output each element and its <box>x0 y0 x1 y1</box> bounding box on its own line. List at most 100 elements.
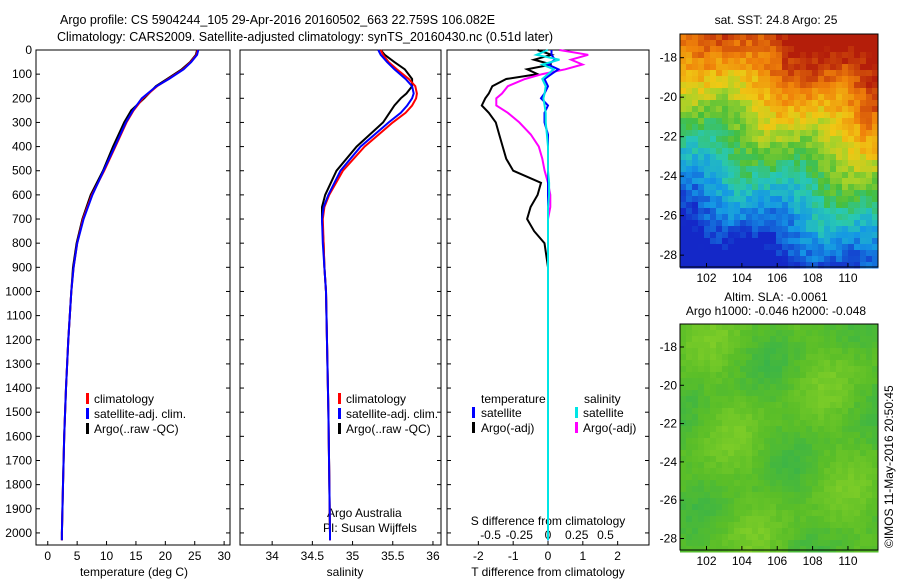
sst-map-cell <box>782 172 789 179</box>
sla-map-cell <box>680 522 687 529</box>
sla-map-cell <box>698 390 705 397</box>
sst-map-cell <box>860 250 867 257</box>
sla-map-cell <box>794 444 801 451</box>
sst-map-cell <box>740 34 747 41</box>
sst-map-cell <box>692 250 699 257</box>
sla-map-cell <box>854 486 861 493</box>
sla-map-cell <box>716 498 723 505</box>
sla-map-cell <box>782 516 789 523</box>
sst-map-cell <box>740 172 747 179</box>
sla-map-panel: Altim. SLA: -0.0061 Argo h1000: -0.046 h… <box>660 290 879 568</box>
sst-map-cell <box>860 232 867 239</box>
sla-map-cell <box>788 492 795 499</box>
sla-map-cell <box>692 348 699 355</box>
sla-map-cell <box>704 546 711 553</box>
sla-map-cell <box>806 366 813 373</box>
sst-map-cell <box>716 82 723 89</box>
sla-map-cell <box>728 324 735 331</box>
sst-map-cell <box>764 46 771 53</box>
sst-map-cell <box>788 46 795 53</box>
sla-map-cell <box>842 468 849 475</box>
sla-map-cell <box>866 420 873 427</box>
sst-map-cell <box>788 154 795 161</box>
sla-map-cell <box>758 450 765 457</box>
sst-map-cell <box>866 232 873 239</box>
sst-map-cell <box>680 124 687 131</box>
sst-map-cell <box>686 64 693 71</box>
sst-map-cell <box>728 178 735 185</box>
sla-map-cell <box>782 408 789 415</box>
sla-map-cell <box>836 426 843 433</box>
sst-map-cell <box>842 118 849 125</box>
sst-map-cell <box>860 256 867 263</box>
sst-map-cell <box>788 244 795 251</box>
x-tick-label: 25 <box>188 549 202 563</box>
sst-map-cell <box>764 250 771 257</box>
sla-map-cell <box>728 402 735 409</box>
sla-map-cell <box>692 504 699 511</box>
sst-map-cell <box>866 100 873 107</box>
sst-map-cell <box>812 112 819 119</box>
sst-map-cell <box>818 196 825 203</box>
sla-map-cell <box>866 360 873 367</box>
sst-map-cell <box>836 172 843 179</box>
sst-map-cell <box>842 220 849 227</box>
sst-map-cell <box>830 166 837 173</box>
sst-map-cell <box>854 202 861 209</box>
sst-map-cell <box>824 256 831 263</box>
sla-map-cell <box>830 468 837 475</box>
sla-map-cell <box>866 546 873 553</box>
sst-map-cell <box>728 64 735 71</box>
sla-map-cell <box>704 348 711 355</box>
sla-map-cell <box>794 402 801 409</box>
sst-map-cell <box>824 262 831 269</box>
sst-map-cell <box>710 214 717 221</box>
sla-map-cell <box>710 474 717 481</box>
sla-map-cell <box>806 348 813 355</box>
sst-map-cell <box>842 214 849 221</box>
sst-map-cell <box>782 88 789 95</box>
sla-map-cell <box>830 456 837 463</box>
sla-map-cell <box>770 540 777 547</box>
sst-map-cell <box>728 262 735 269</box>
sla-map-cell <box>770 510 777 517</box>
sla-map-cell <box>842 324 849 331</box>
sst-map-cell <box>716 52 723 59</box>
sst-map-cell <box>794 154 801 161</box>
sst-map-cell <box>764 124 771 131</box>
sst-map-cell <box>728 190 735 197</box>
sla-map-cell <box>704 432 711 439</box>
sst-map-cell <box>806 208 813 215</box>
sla-map-cell <box>860 504 867 511</box>
sst-map-cell <box>758 82 765 89</box>
sla-map-cell <box>806 492 813 499</box>
sla-map-cell <box>686 348 693 355</box>
sla-map-cell <box>686 444 693 451</box>
sst-map-cell <box>740 100 747 107</box>
sla-map-cell <box>812 438 819 445</box>
sla-map-cell <box>770 420 777 427</box>
sst-map-cell <box>830 52 837 59</box>
sst-map-cell <box>716 88 723 95</box>
sla-map-cell <box>800 432 807 439</box>
sla-map-cell <box>794 372 801 379</box>
sst-map-cell <box>698 112 705 119</box>
sst-map-cell <box>782 124 789 131</box>
sla-map-cell <box>734 324 741 331</box>
sst-map-cell <box>806 190 813 197</box>
sst-map-cell <box>818 118 825 125</box>
sla-map-cell <box>842 420 849 427</box>
sst-map-cell <box>794 142 801 149</box>
sla-map-cell <box>782 534 789 541</box>
sst-map-cell <box>788 178 795 185</box>
sla-map-cell <box>794 432 801 439</box>
sst-map-cell <box>866 178 873 185</box>
sst-map-cell <box>704 40 711 47</box>
sla-map-cell <box>872 366 879 373</box>
series-line-satellite-adj-clim- <box>60 49 200 541</box>
temperature-xlabel: temperature (deg C) <box>80 565 188 579</box>
sla-map-cell <box>680 510 687 517</box>
sst-map-cell <box>758 166 765 173</box>
sst-map-cell <box>728 220 735 227</box>
sst-map-cell <box>854 70 861 77</box>
